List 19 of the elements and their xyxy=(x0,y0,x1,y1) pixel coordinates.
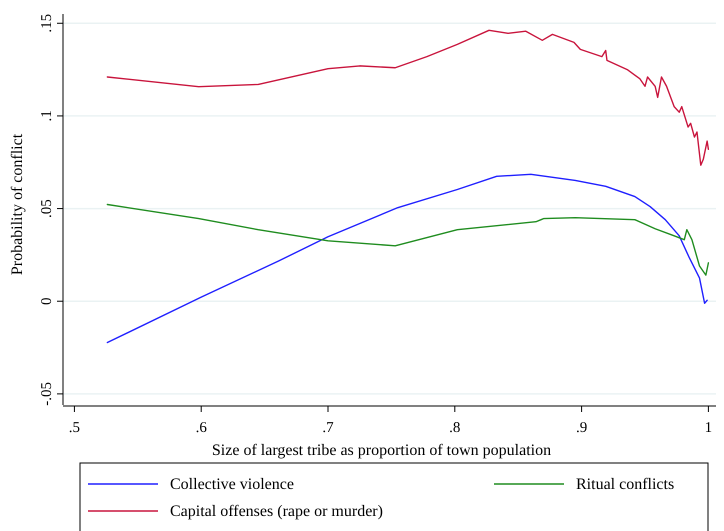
x-tick-label: 1 xyxy=(704,420,712,436)
line-series xyxy=(106,30,710,166)
y-tick-label: 0 xyxy=(39,297,55,305)
x-tick-label: .7 xyxy=(322,420,334,436)
x-tick-label: .5 xyxy=(68,420,80,436)
y-tick-label: -.05 xyxy=(39,382,55,406)
y-axis-title: Probability of conflict xyxy=(9,133,26,276)
x-axis-title: Size of largest tribe as proportion of town population xyxy=(212,442,552,459)
legend-label: Collective violence xyxy=(170,476,294,493)
y-tick-label: .15 xyxy=(39,14,55,33)
x-tick-label: .8 xyxy=(449,420,460,436)
y-tick-label: .05 xyxy=(39,199,55,218)
line-series xyxy=(106,204,710,276)
y-tick-label: .1 xyxy=(39,110,55,122)
legend-label: Capital offenses (rape or murder) xyxy=(170,503,383,520)
x-tick-label: .6 xyxy=(196,420,208,436)
legend-label: Ritual conflicts xyxy=(576,476,674,493)
line-series xyxy=(106,174,708,344)
x-tick-label: .9 xyxy=(576,420,588,436)
